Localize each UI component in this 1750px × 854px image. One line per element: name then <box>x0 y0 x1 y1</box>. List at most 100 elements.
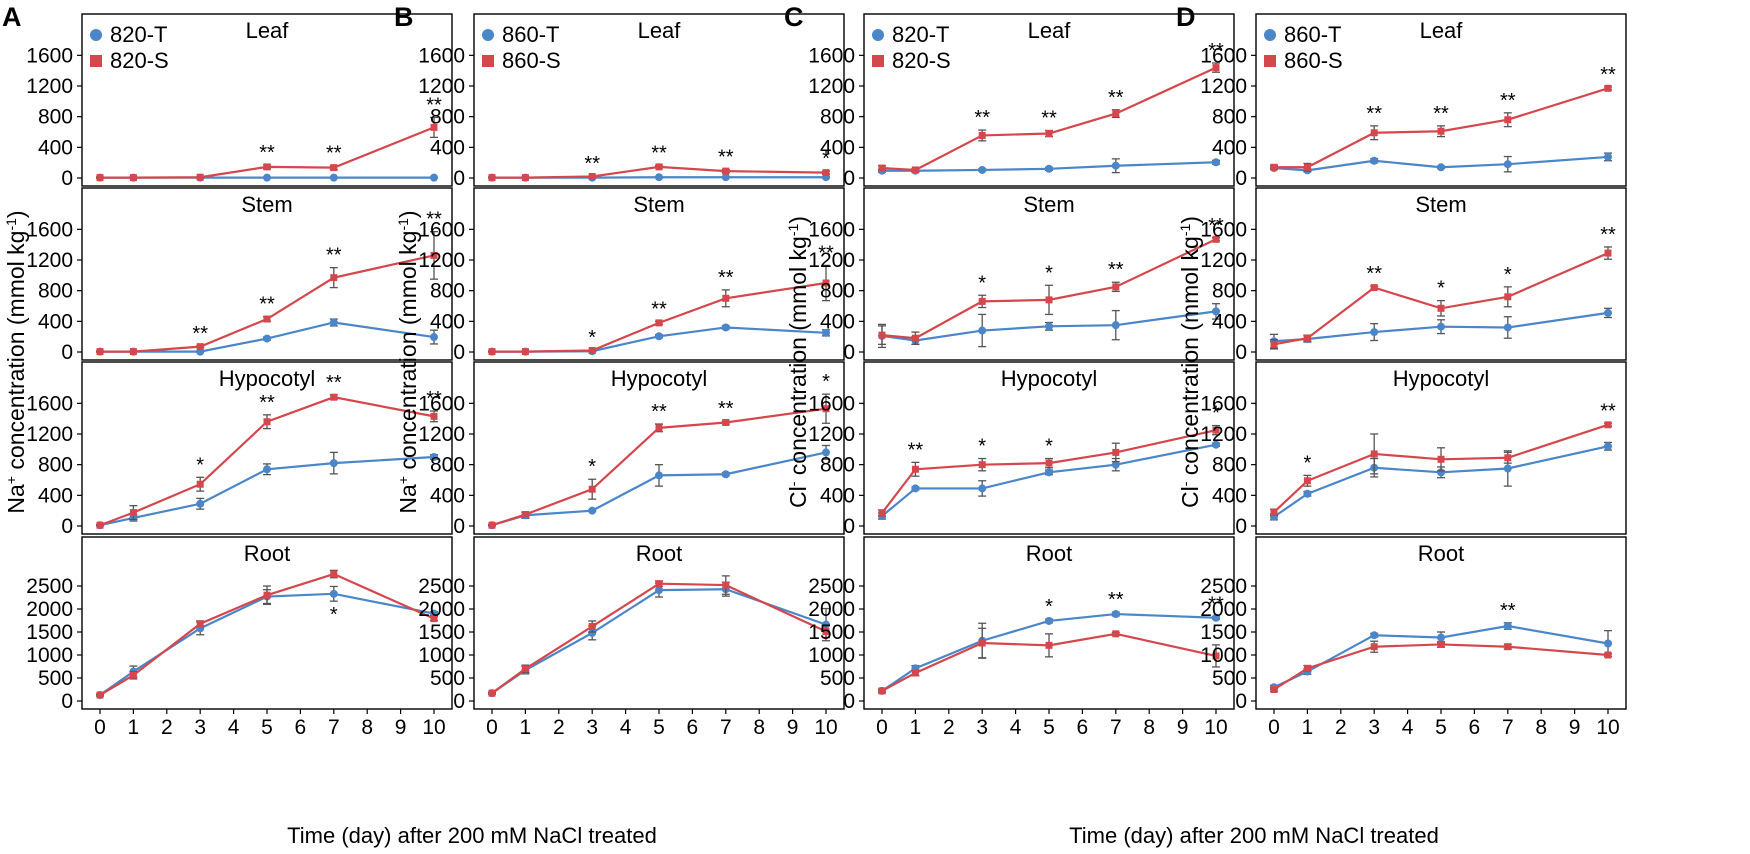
data-point <box>588 172 596 180</box>
y-tick-label: 1000 <box>26 644 73 667</box>
data-point <box>655 163 663 171</box>
significance-mark: * <box>1504 264 1512 286</box>
data-point <box>1045 616 1053 625</box>
data-point <box>1370 450 1378 458</box>
data-point <box>911 484 920 493</box>
significance-mark: ** <box>1366 263 1382 285</box>
series-line-860-s <box>1274 87 1609 169</box>
significance-mark: ** <box>326 245 342 267</box>
tissue-label: Hypocotyl <box>1393 366 1490 391</box>
data-point <box>521 511 529 518</box>
x-tick-label: 9 <box>1569 716 1581 739</box>
y-tick-label: 0 <box>843 341 855 364</box>
y-tick-label: 800 <box>820 280 855 303</box>
y-tick-label: 1600 <box>808 218 855 241</box>
y-tick-label: 800 <box>1212 106 1247 129</box>
y-tick-label: 1500 <box>418 621 465 644</box>
data-point <box>263 163 271 171</box>
data-point <box>655 332 663 341</box>
significance-mark: ** <box>1208 215 1224 237</box>
data-point <box>822 628 830 636</box>
y-tick-label: 0 <box>61 341 73 364</box>
x-tick-label: 1 <box>128 716 140 739</box>
x-tick-label: 3 <box>976 716 988 739</box>
series-line-860-t <box>1273 624 1609 689</box>
y-tick-label: 0 <box>453 690 465 713</box>
data-point <box>1212 613 1220 622</box>
y-tick-label: 1600 <box>1200 218 1247 241</box>
significance-mark: ** <box>974 107 990 129</box>
data-point <box>721 470 730 479</box>
significance-mark: ** <box>1366 103 1382 125</box>
data-point <box>655 586 663 595</box>
x-tick-label: 3 <box>194 716 206 739</box>
x-tick-label: 0 <box>94 716 106 739</box>
data-point <box>1111 161 1120 170</box>
y-tick-label: 400 <box>820 310 855 333</box>
series-line-820-t <box>99 592 435 696</box>
subplot-frame <box>863 187 1235 361</box>
y-tick-label: 500 <box>38 667 73 690</box>
data-point <box>878 331 886 339</box>
data-point <box>911 334 919 342</box>
significance-mark: ** <box>426 209 442 231</box>
data-point <box>488 689 496 697</box>
significance-mark: ** <box>426 388 442 410</box>
significance-mark: ** <box>1500 90 1516 112</box>
tissue-label: Stem <box>1415 192 1466 217</box>
significance-mark: * <box>1045 262 1053 284</box>
series-line-860-t <box>1273 155 1609 172</box>
x-tick-label: 3 <box>1368 716 1380 739</box>
y-tick-label: 800 <box>430 454 465 477</box>
data-point <box>330 274 338 282</box>
y-tick-label: 400 <box>820 484 855 507</box>
data-point <box>1503 323 1512 332</box>
y-tick-label: 0 <box>1235 167 1247 190</box>
data-point <box>1112 448 1120 456</box>
data-point <box>1604 442 1612 451</box>
panel-b: BNa+ concentration (mmol kg-1)Leaf040080… <box>394 2 845 739</box>
subplot-frame <box>1255 13 1627 187</box>
data-point <box>1370 284 1378 292</box>
significance-mark: ** <box>1108 87 1124 109</box>
y-tick-label: 800 <box>38 106 73 129</box>
x-tick-label: 5 <box>653 716 665 739</box>
data-point <box>655 319 663 327</box>
panel-d: DCl- concentration (mmol kg-1)Leaf040080… <box>1176 2 1627 739</box>
legend-marker-s <box>90 55 102 67</box>
y-tick-label: 2000 <box>26 598 73 621</box>
data-point <box>1604 639 1612 648</box>
series-line-820-s <box>100 126 435 179</box>
subplot-frame <box>863 13 1235 187</box>
legend-marker-t <box>1264 29 1276 41</box>
tissue-label: Stem <box>633 192 684 217</box>
data-point <box>1270 340 1278 348</box>
significance-mark: ** <box>718 147 734 169</box>
tissue-label: Root <box>1418 541 1464 566</box>
y-tick-label: 400 <box>430 136 465 159</box>
data-point <box>1604 308 1612 317</box>
data-point <box>1504 293 1512 301</box>
significance-mark: ** <box>426 94 442 116</box>
data-point <box>1503 622 1512 631</box>
x-tick-label: 8 <box>1143 716 1155 739</box>
legend-marker-s <box>872 55 884 67</box>
data-point <box>588 506 597 515</box>
series-line-860-s <box>491 582 827 695</box>
y-tick-label: 1600 <box>1200 392 1247 415</box>
x-tick-label: 6 <box>1469 716 1481 739</box>
x-tick-label: 5 <box>261 716 273 739</box>
data-point <box>1045 296 1053 304</box>
data-point <box>722 581 730 589</box>
data-point <box>488 521 496 529</box>
significance-mark: ** <box>1600 64 1616 86</box>
y-tick-label: 800 <box>38 454 73 477</box>
y-tick-label: 1600 <box>1200 44 1247 67</box>
series-line-860-t <box>491 451 827 527</box>
data-point <box>196 499 205 508</box>
